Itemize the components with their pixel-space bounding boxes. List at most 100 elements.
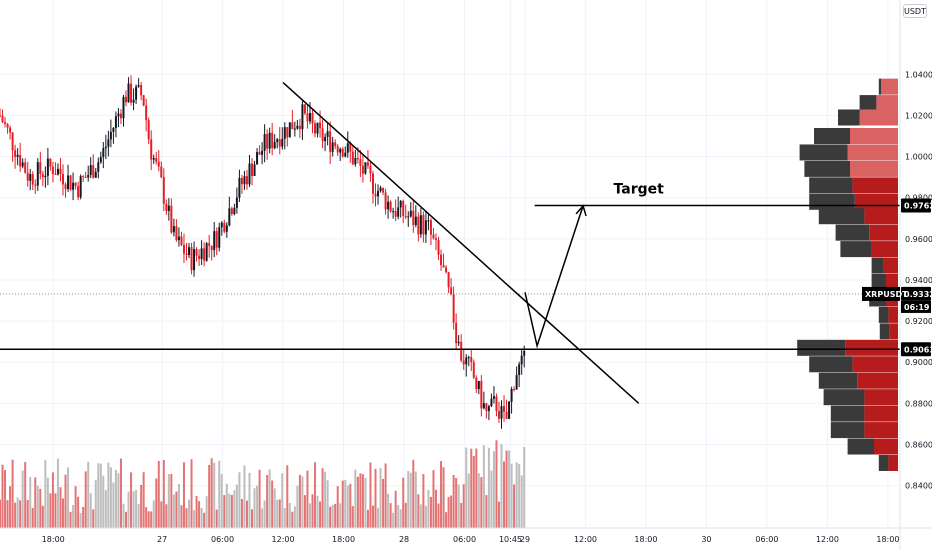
candle-body — [495, 396, 498, 412]
candle-body — [387, 201, 390, 210]
volume-bar — [223, 495, 226, 528]
candle-body — [349, 143, 352, 152]
profile-bar-dark — [879, 323, 890, 340]
candle-body — [293, 128, 296, 130]
volume-bar — [72, 504, 75, 528]
profile-bar-dark — [804, 160, 850, 177]
volume-bar — [402, 477, 405, 528]
volume-bar — [387, 493, 390, 528]
volume-bar — [339, 503, 342, 528]
candle-body — [467, 357, 470, 359]
profile-bar-dark — [809, 177, 853, 194]
candle-body — [198, 255, 201, 259]
volume-bar — [99, 463, 102, 528]
candle-body — [0, 115, 1, 117]
candle-body — [77, 186, 80, 198]
volume-bar — [69, 511, 72, 528]
candle-body — [412, 210, 415, 226]
candle-body — [460, 341, 463, 361]
volume-bar — [319, 501, 322, 528]
candle-body — [518, 364, 521, 376]
candle-body — [72, 182, 75, 190]
profile-bar-dark — [878, 306, 889, 323]
volume-bar — [382, 478, 385, 528]
volume-bar — [326, 480, 329, 528]
volume-bar — [205, 496, 208, 528]
currency-label[interactable]: USDT — [903, 4, 927, 18]
volume-bar — [520, 475, 523, 528]
candle-body — [62, 174, 65, 185]
volume-bar — [147, 511, 150, 528]
volume-bar — [397, 504, 400, 528]
volume-bar — [314, 462, 317, 528]
candle-body — [429, 220, 432, 235]
volume-bar — [276, 499, 279, 528]
candle-body — [215, 231, 218, 248]
volume-bar — [447, 496, 450, 528]
candle-body — [46, 158, 49, 176]
profile-bar-red — [845, 339, 898, 356]
volume-bar — [233, 490, 236, 528]
profile-bar-dark — [814, 127, 850, 144]
volume-bar — [82, 507, 85, 528]
candle-body — [87, 174, 90, 178]
candle-body — [6, 123, 9, 128]
volume-bar — [324, 471, 327, 528]
volume-profile — [797, 78, 898, 471]
volume-bar — [369, 462, 372, 528]
volume-bar — [256, 485, 259, 528]
volume-bar — [497, 501, 500, 528]
profile-bar-dark — [871, 257, 884, 274]
candle-body — [190, 247, 193, 271]
candle-body — [447, 272, 450, 288]
price-badge-label: 0.9063 — [904, 345, 932, 354]
candle-body — [462, 360, 465, 365]
candle-body — [99, 156, 102, 163]
profile-bar-dark — [799, 144, 848, 161]
volume-bar — [200, 507, 203, 528]
volume-bar — [480, 477, 483, 528]
profile-bar-dark — [830, 422, 865, 439]
volume-bar — [4, 470, 7, 528]
volume-bar — [185, 508, 188, 528]
candle-body — [432, 234, 435, 239]
volume-bar — [160, 501, 163, 528]
volume-bar — [434, 489, 437, 528]
candle-body — [11, 132, 14, 151]
candle-body — [384, 192, 387, 210]
volume-bar — [125, 511, 128, 528]
candle-body — [515, 375, 518, 390]
candle-body — [475, 377, 478, 390]
volume-bar — [452, 474, 455, 528]
x-tick-label: 06:00 — [755, 535, 778, 544]
volume-bar — [167, 474, 170, 528]
candle-body — [21, 162, 24, 167]
volume-bar — [130, 472, 133, 528]
volume-bar — [107, 462, 110, 528]
candle-body — [364, 162, 367, 174]
volume-bar — [238, 472, 241, 528]
volume-bar — [523, 447, 526, 528]
y-tick-label: 1.0200 — [905, 111, 932, 120]
candle-body — [316, 122, 319, 134]
candle-body — [271, 132, 274, 149]
volume-bar — [278, 499, 281, 528]
candle-body — [82, 176, 85, 178]
candle-body — [296, 125, 299, 129]
candle-body — [218, 227, 221, 248]
candle-body — [117, 113, 120, 117]
volume-bar — [94, 479, 97, 528]
volume-bar — [127, 491, 130, 528]
volume-bar — [49, 493, 52, 528]
volume-bar — [329, 506, 332, 528]
price-badges: 0.9762 0.9332 0.9063 XRPUSDT 06:19 — [862, 198, 932, 357]
volume-bar — [336, 486, 339, 528]
volume-bar — [135, 490, 138, 528]
candle-body — [371, 173, 374, 194]
candle-body — [419, 215, 422, 235]
volume-bar — [62, 498, 65, 528]
candle-body — [492, 396, 495, 399]
volume-bar — [407, 471, 410, 528]
candle-body — [424, 220, 427, 235]
